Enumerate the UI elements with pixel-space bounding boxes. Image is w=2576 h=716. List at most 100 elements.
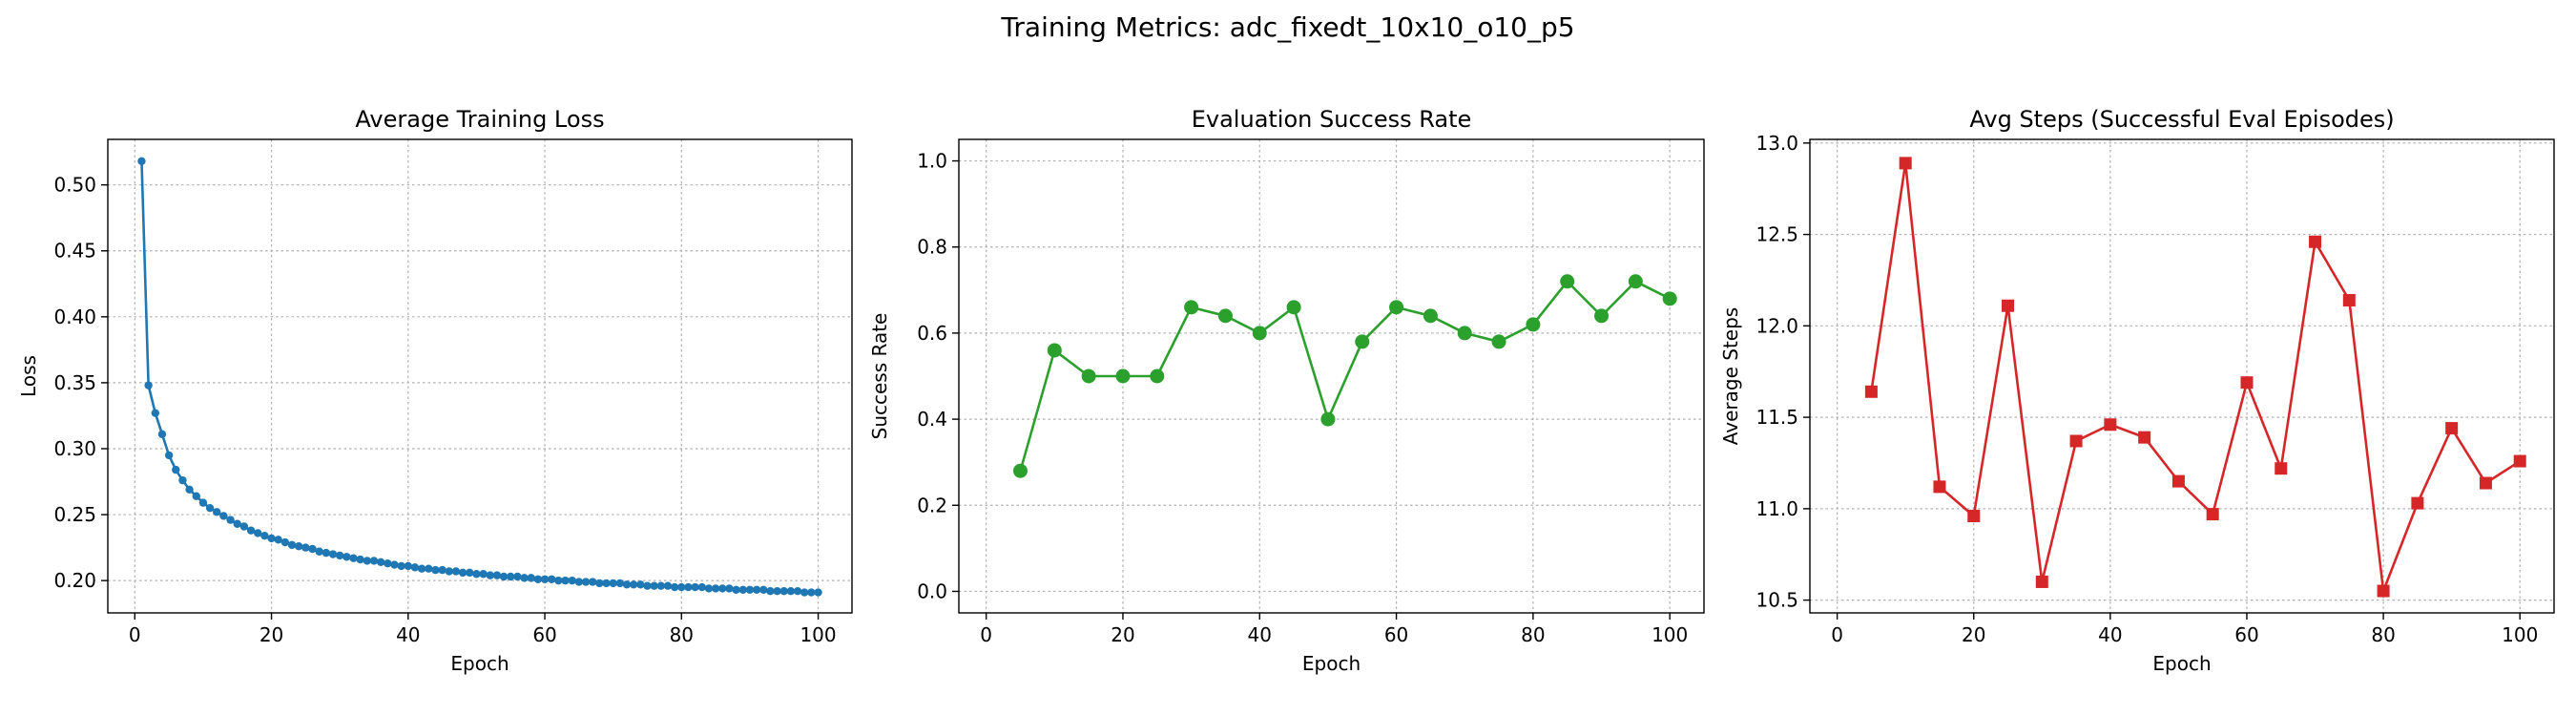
data-point bbox=[472, 570, 481, 579]
data-point bbox=[738, 585, 747, 595]
data-point bbox=[226, 516, 235, 524]
data-point bbox=[533, 575, 543, 583]
y-tick-label: 12.0 bbox=[1755, 314, 1798, 337]
data-point bbox=[2275, 462, 2288, 475]
data-point bbox=[157, 430, 167, 438]
data-point bbox=[507, 572, 515, 581]
data-point bbox=[254, 529, 262, 537]
x-tick-label: 100 bbox=[800, 623, 836, 646]
data-point bbox=[1320, 411, 1336, 427]
data-point bbox=[520, 574, 529, 582]
data-point bbox=[732, 585, 740, 595]
x-tick-label: 80 bbox=[2371, 623, 2395, 646]
data-point bbox=[554, 576, 563, 585]
data-point bbox=[376, 558, 385, 567]
x-tick-label: 60 bbox=[532, 623, 556, 646]
data-point bbox=[2479, 476, 2492, 490]
x-tick-label: 100 bbox=[1652, 623, 1688, 646]
data-point bbox=[1526, 317, 1541, 332]
y-tick-label: 0.6 bbox=[917, 322, 947, 345]
data-point bbox=[363, 557, 372, 565]
data-point bbox=[417, 564, 426, 573]
data-point bbox=[280, 537, 290, 547]
data-point bbox=[561, 576, 570, 585]
y-tick-label: 0.4 bbox=[917, 408, 947, 431]
y-axis-label: Success Rate bbox=[868, 313, 891, 440]
subplot-1: 0 20 40 60 80 100 0.20 0.25 0.30 0.35 0.40 0.45 0.50… bbox=[17, 106, 853, 675]
data-point bbox=[328, 550, 338, 558]
data-point bbox=[185, 485, 194, 495]
y-tick-label: 0.40 bbox=[53, 305, 96, 328]
data-point bbox=[2069, 434, 2083, 448]
data-point bbox=[2513, 454, 2526, 468]
data-point bbox=[486, 571, 494, 579]
data-point bbox=[1628, 274, 1643, 289]
data-point bbox=[438, 565, 447, 575]
data-point bbox=[287, 540, 297, 550]
subplot-2: 0 20 40 60 80 100 0.0 0.2 0.4 0.6 0.8 1.0 Evaluation… bbox=[868, 106, 1705, 675]
x-tick-label: 0 bbox=[980, 623, 992, 646]
y-tick-label: 0.45 bbox=[53, 240, 96, 263]
data-point bbox=[1012, 463, 1028, 478]
data-point bbox=[1457, 326, 1472, 341]
y-tick-label: 1.0 bbox=[917, 150, 947, 173]
series-line bbox=[1870, 161, 2521, 593]
x-axis-label: Epoch bbox=[450, 652, 509, 675]
data-point bbox=[1933, 480, 1946, 494]
data-point bbox=[1967, 510, 1981, 523]
data-point bbox=[172, 465, 180, 474]
data-point bbox=[773, 587, 781, 596]
data-point bbox=[1389, 300, 1404, 315]
data-point bbox=[425, 564, 433, 573]
data-point bbox=[663, 581, 673, 590]
data-point bbox=[301, 543, 310, 552]
data-point bbox=[144, 381, 153, 390]
data-point bbox=[267, 534, 276, 543]
data-point bbox=[602, 579, 611, 588]
data-point bbox=[2104, 418, 2117, 432]
y-tick-label: 0.35 bbox=[53, 371, 96, 394]
data-point bbox=[151, 409, 159, 417]
data-point bbox=[1864, 385, 1878, 398]
data-point bbox=[2171, 474, 2185, 488]
data-point bbox=[2309, 235, 2322, 248]
data-point bbox=[315, 547, 323, 556]
data-point bbox=[458, 568, 467, 578]
data-point bbox=[1184, 300, 1199, 315]
data-point bbox=[615, 579, 625, 588]
data-point bbox=[1662, 291, 1677, 306]
data-point bbox=[137, 157, 146, 165]
y-tick-label: 11.5 bbox=[1755, 406, 1798, 429]
subplot-title: Average Training Loss bbox=[355, 106, 604, 133]
data-point bbox=[704, 584, 714, 593]
data-point bbox=[650, 581, 658, 590]
y-tick-label: 10.5 bbox=[1755, 589, 1798, 612]
data-point bbox=[1594, 308, 1610, 324]
data-point bbox=[2342, 294, 2356, 307]
data-point bbox=[492, 571, 502, 579]
data-point bbox=[410, 563, 420, 572]
data-point bbox=[711, 584, 720, 593]
x-tick-label: 40 bbox=[1248, 623, 1272, 646]
y-tick-label: 11.0 bbox=[1755, 497, 1798, 520]
axes-frame bbox=[107, 138, 853, 614]
y-tick-label: 0.8 bbox=[917, 236, 947, 259]
figure-suptitle: Training Metrics: adc_fixedt_10x10_o10_p… bbox=[1000, 11, 1574, 43]
data-point bbox=[1217, 308, 1233, 324]
y-tick-label: 0.50 bbox=[53, 174, 96, 197]
data-point bbox=[322, 548, 331, 558]
data-point bbox=[786, 587, 796, 596]
x-tick-label: 80 bbox=[670, 623, 694, 646]
data-point bbox=[1423, 308, 1438, 324]
data-point bbox=[192, 492, 200, 500]
data-point bbox=[643, 581, 652, 590]
data-point bbox=[239, 522, 249, 531]
x-axis-label: Epoch bbox=[2152, 652, 2211, 675]
data-point bbox=[718, 584, 727, 593]
x-tick-label: 60 bbox=[1384, 623, 1408, 646]
data-point bbox=[697, 582, 706, 592]
data-point bbox=[205, 503, 215, 513]
data-point bbox=[164, 451, 174, 460]
